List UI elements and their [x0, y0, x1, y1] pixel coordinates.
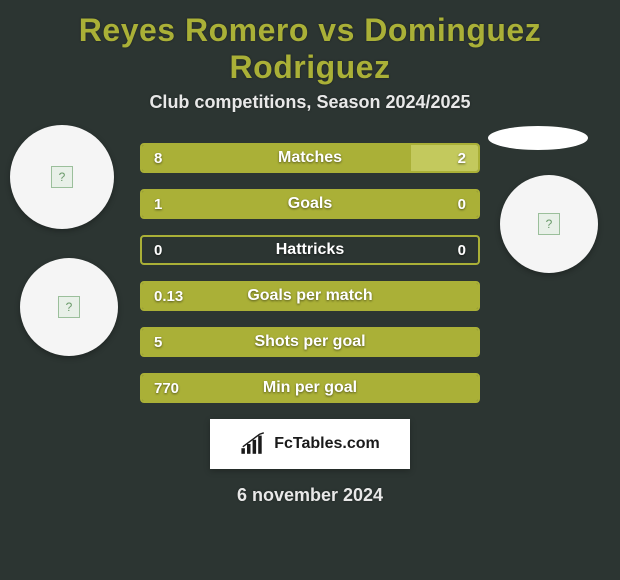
- stat-value-right: 0: [458, 191, 466, 217]
- stat-fill-left: [142, 191, 478, 217]
- stat-value-left: 5: [154, 329, 162, 355]
- stat-fill-left: [142, 283, 478, 309]
- player-avatar-right: ?: [500, 175, 598, 273]
- stat-value-right: 0: [458, 237, 466, 263]
- comparison-title: Reyes Romero vs Dominguez Rodriguez: [0, 0, 620, 92]
- stat-row: 5Shots per goal: [140, 327, 480, 357]
- stat-row: 770Min per goal: [140, 373, 480, 403]
- image-placeholder-icon: ?: [58, 296, 80, 318]
- player-avatar-left-1: ?: [10, 125, 114, 229]
- brand-logo-icon: [240, 432, 268, 456]
- stat-value-left: 8: [154, 145, 162, 171]
- stat-row: 0.13Goals per match: [140, 281, 480, 311]
- image-placeholder-icon: ?: [538, 213, 560, 235]
- stat-row: 10Goals: [140, 189, 480, 219]
- stat-value-left: 0: [154, 237, 162, 263]
- stats-bar-group: 82Matches10Goals00Hattricks0.13Goals per…: [140, 143, 480, 403]
- stat-fill-right: [411, 145, 478, 171]
- stat-value-right: 2: [458, 145, 466, 171]
- comparison-date: 6 november 2024: [0, 485, 620, 506]
- brand-text: FcTables.com: [274, 435, 380, 453]
- stat-fill-left: [142, 375, 478, 401]
- stat-value-left: 770: [154, 375, 179, 401]
- decorative-ellipse: [488, 126, 588, 150]
- stat-value-left: 1: [154, 191, 162, 217]
- stat-fill-left: [142, 329, 478, 355]
- brand-attribution: FcTables.com: [210, 419, 410, 469]
- stat-fill-left: [142, 145, 411, 171]
- stat-row: 82Matches: [140, 143, 480, 173]
- stat-row: 00Hattricks: [140, 235, 480, 265]
- stat-value-left: 0.13: [154, 283, 183, 309]
- image-placeholder-icon: ?: [51, 166, 73, 188]
- player-avatar-left-2: ?: [20, 258, 118, 356]
